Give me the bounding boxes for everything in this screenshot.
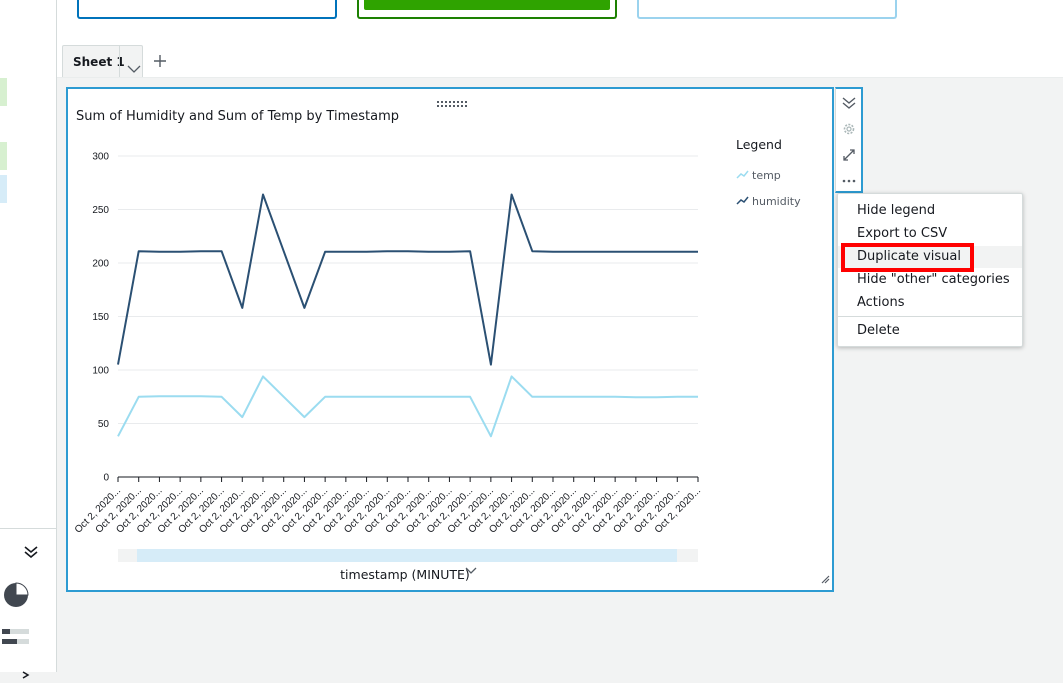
rail-tab-green[interactable] [0, 78, 7, 106]
x-axis-title: timestamp (MINUTE) [340, 567, 470, 582]
y-tick-label: 200 [92, 259, 109, 270]
visual-context-menu: Hide legend Export to CSV Duplicate visu… [837, 193, 1023, 347]
top-bar [57, 0, 1063, 41]
tab-sheet-1[interactable]: Sheet 1 [62, 45, 143, 77]
add-sheet-button[interactable] [153, 53, 167, 72]
visual-title: Sum of Humidity and Sum of Temp by Times… [76, 109, 399, 124]
expand-icon[interactable] [841, 147, 857, 163]
y-tick-label: 300 [92, 152, 109, 163]
gear-icon[interactable] [841, 121, 857, 137]
legend-line-icon [736, 196, 749, 205]
menu-divider [838, 316, 1022, 317]
legend-label: temp [752, 169, 781, 182]
y-tick-label: 250 [92, 205, 109, 216]
top-card-2-button[interactable] [364, 0, 610, 10]
bar-chart-icon[interactable] [2, 628, 30, 652]
legend-label: humidity [752, 195, 801, 208]
double-chevron-down-icon[interactable] [24, 543, 38, 562]
y-tick-label: 50 [98, 419, 110, 430]
visual-card[interactable]: Sum of Humidity and Sum of Temp by Times… [66, 87, 834, 592]
top-card-3[interactable] [637, 0, 897, 19]
top-card-1[interactable] [77, 0, 337, 19]
legend-line-icon [736, 170, 749, 179]
resize-handle-icon[interactable] [820, 569, 830, 588]
y-tick-label: 0 [103, 473, 109, 484]
y-tick-label: 150 [92, 312, 109, 323]
chevron-right-icon[interactable] [22, 664, 30, 683]
series-line-humidity [117, 193, 698, 366]
top-card-2[interactable] [357, 0, 617, 19]
left-rail [0, 0, 57, 679]
scrollbar-thumb[interactable] [137, 549, 677, 562]
chevron-down-icon[interactable] [465, 567, 477, 574]
menu-item-hide-legend[interactable]: Hide legend [857, 203, 936, 218]
menu-item-duplicate-visual[interactable]: Duplicate visual [838, 246, 1022, 268]
rail-tab-green-2[interactable] [0, 142, 7, 170]
sheet-tab-label: Sheet 1 [73, 55, 125, 69]
more-options-icon[interactable] [841, 173, 857, 189]
menu-item-hide-other-categories[interactable]: Hide "other" categories [857, 272, 1010, 287]
plus-icon [154, 55, 166, 67]
menu-item-export-csv[interactable]: Export to CSV [857, 226, 948, 241]
rail-divider [0, 528, 56, 529]
legend-title: Legend [736, 137, 782, 152]
series-line-temp [117, 375, 698, 438]
tab-divider [119, 46, 120, 77]
rail-tab-blue[interactable] [0, 175, 7, 203]
pie-chart-icon[interactable] [3, 582, 29, 612]
drag-handle-icon[interactable] [436, 93, 468, 112]
visual-toolbar [835, 87, 863, 193]
menu-item-delete[interactable]: Delete [857, 323, 900, 338]
chevron-down-icon[interactable] [127, 58, 141, 77]
sheet-tab-bar: Sheet 1 [57, 40, 1063, 78]
double-chevron-down-icon[interactable] [841, 95, 857, 111]
menu-item-actions[interactable]: Actions [857, 295, 905, 310]
y-tick-label: 100 [92, 366, 109, 377]
